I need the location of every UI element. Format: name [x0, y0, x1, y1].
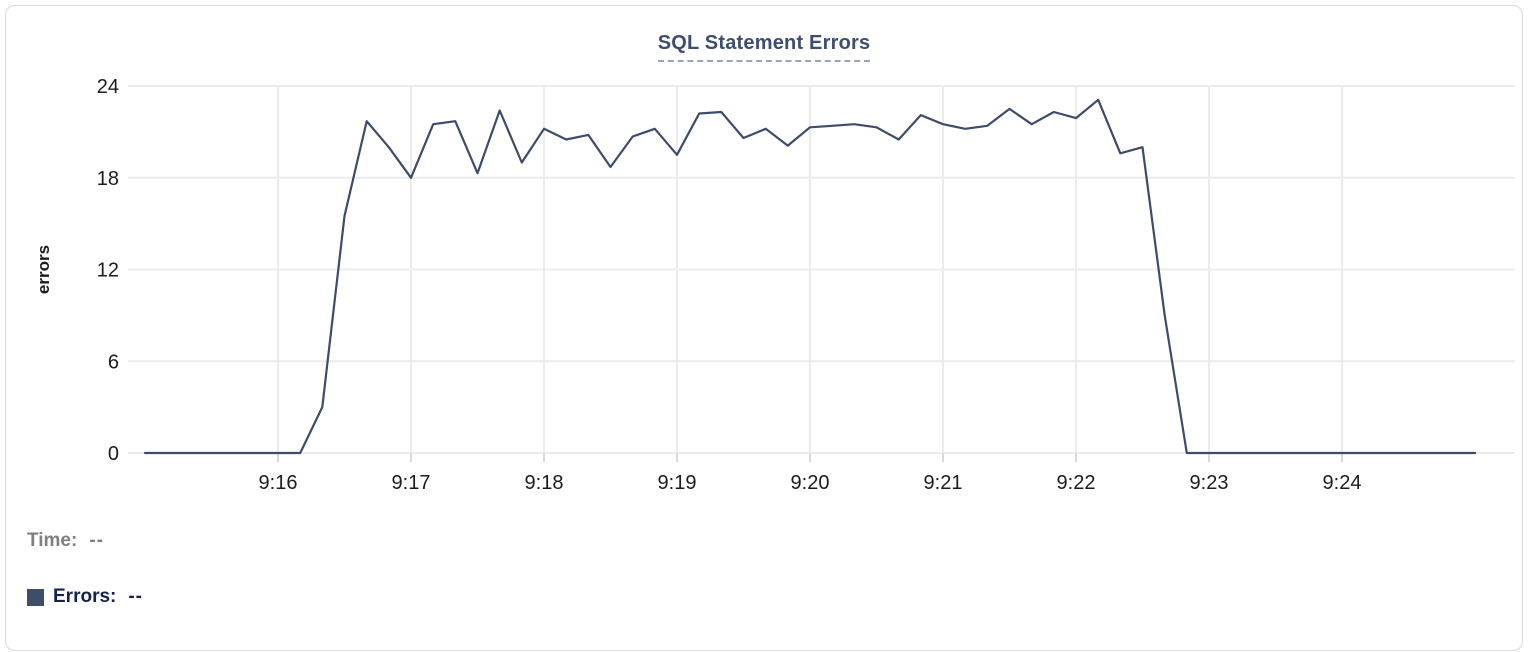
errors-readout-value: -- — [128, 586, 144, 607]
y-tick-label: 12 — [97, 260, 119, 282]
time-readout: Time: -- — [27, 530, 104, 552]
line-chart[interactable]: 0 6 12 18 24 9:16 9:17 9:18 9:19 9:20 9:21 9:22 9:23… — [6, 6, 1523, 511]
x-tick-label: 9:18 — [525, 472, 564, 494]
x-tick-label: 9:22 — [1057, 472, 1096, 494]
chart-card: SQL Statement Errors 0 6 12 18 24 9:16 9:17 9:1… — [5, 5, 1523, 651]
x-tick-label: 9:20 — [791, 472, 830, 494]
errors-readout-label: Errors: — [53, 586, 117, 607]
x-tick-label: 9:24 — [1323, 472, 1362, 494]
x-tick-label: 9:19 — [658, 472, 697, 494]
x-tick-label: 9:17 — [392, 472, 431, 494]
y-tick-label: 6 — [108, 351, 119, 373]
y-tick-label: 0 — [108, 443, 119, 465]
errors-line-series — [143, 98, 1477, 455]
y-axis-title: errors — [34, 245, 53, 294]
errors-readout: Errors: -- — [27, 586, 143, 608]
y-tick-label: 24 — [97, 76, 119, 98]
chart-title[interactable]: SQL Statement Errors — [657, 32, 871, 62]
x-tick-label: 9:16 — [259, 472, 298, 494]
time-readout-value: -- — [89, 530, 104, 551]
errors-series-swatch-icon — [27, 588, 44, 606]
x-tick-label: 9:23 — [1190, 472, 1229, 494]
time-readout-label: Time: — [27, 530, 78, 551]
chart-header: SQL Statement Errors — [6, 32, 1522, 62]
x-tick-label: 9:21 — [924, 472, 963, 494]
y-tick-label: 18 — [97, 168, 119, 190]
